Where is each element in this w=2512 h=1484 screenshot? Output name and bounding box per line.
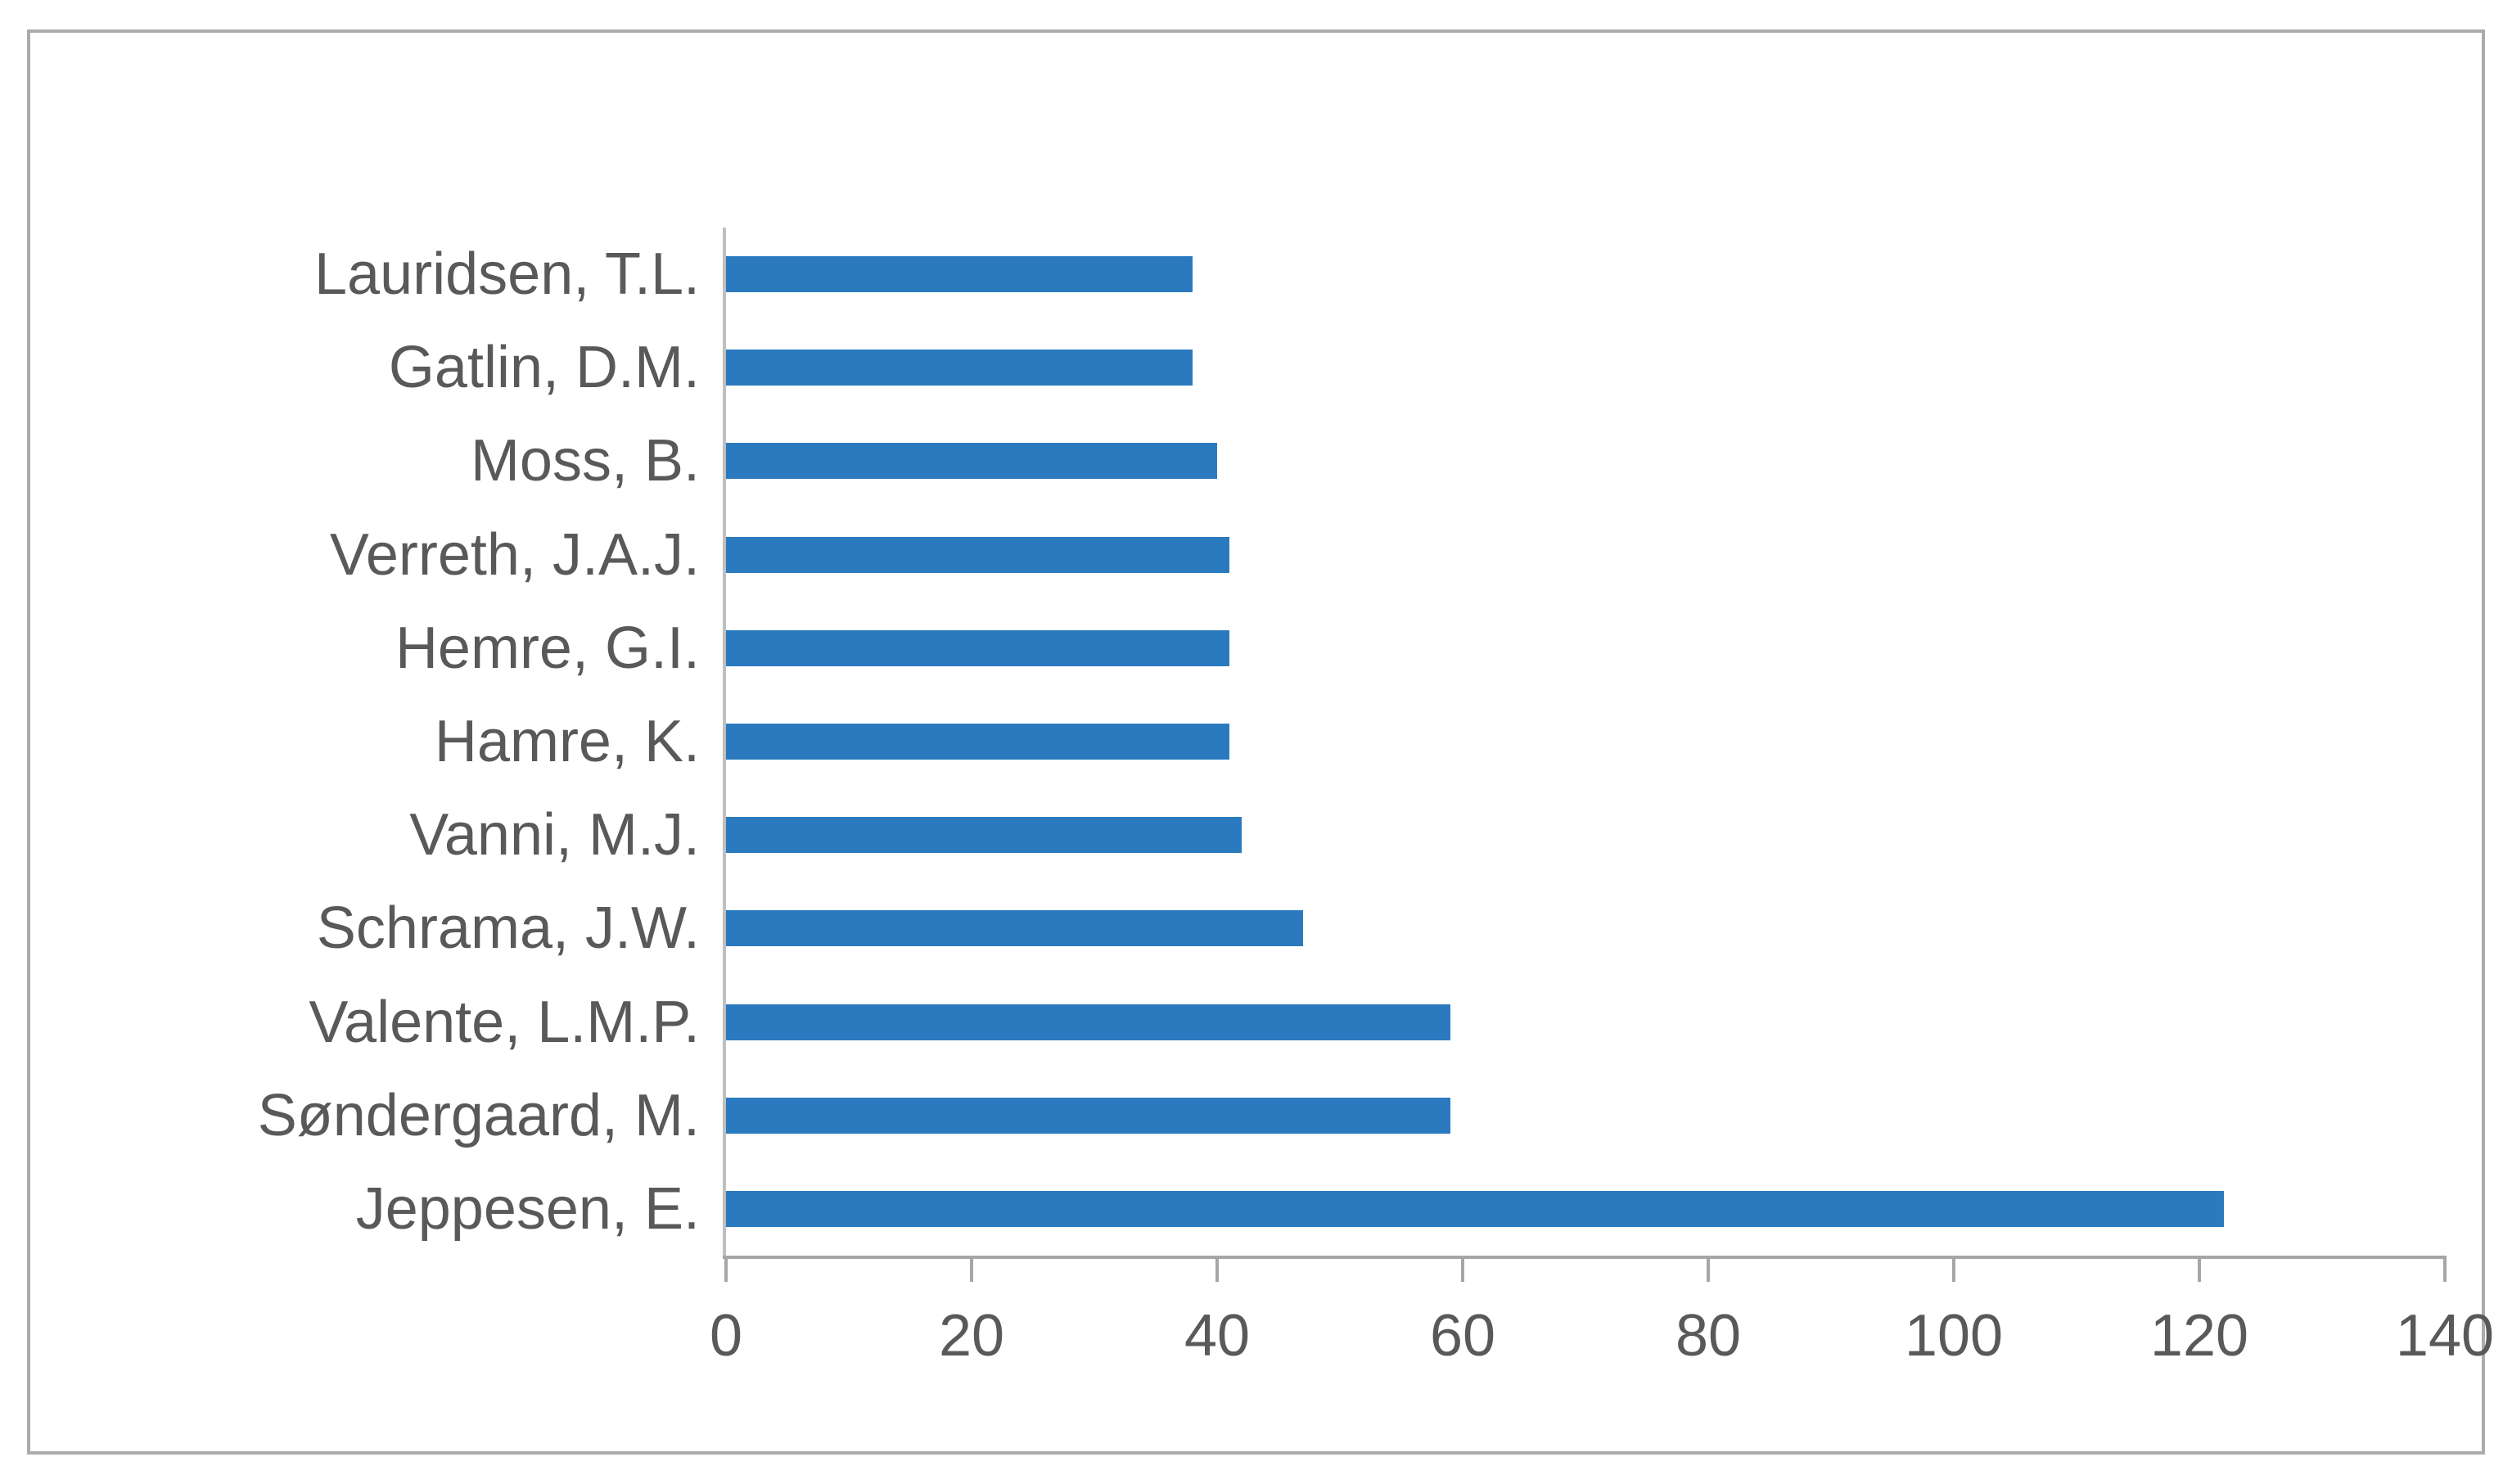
x-axis-tick-label: 60 <box>1429 1303 1496 1369</box>
bar <box>726 910 1303 947</box>
category-label: Vanni, M.J. <box>409 802 700 868</box>
category-label: Verreth, J.A.J. <box>329 521 700 588</box>
category-label: Hamre, K. <box>434 709 700 774</box>
x-axis-tick <box>724 1259 728 1282</box>
x-axis-tick <box>2443 1259 2447 1282</box>
category-label: Lauridsen, T.L. <box>314 241 700 308</box>
plot-area: 0 20 40 60 80 100 120 140 Lauridsen, T.L. Gatlin… <box>258 228 2494 1369</box>
x-axis-tick <box>1952 1259 1955 1282</box>
x-axis-tick <box>1707 1259 1710 1282</box>
x-axis-tick <box>970 1259 973 1282</box>
x-axis-tick-label: 20 <box>938 1303 1005 1369</box>
x-axis-tick-label: 80 <box>1675 1303 1742 1369</box>
bar <box>726 817 1242 854</box>
bar <box>726 443 1217 480</box>
bar <box>726 1004 1450 1040</box>
bar <box>726 536 1229 573</box>
bar <box>726 1097 1450 1134</box>
x-axis-tick <box>2198 1259 2201 1282</box>
x-axis-tick-label: 0 <box>709 1303 743 1369</box>
x-axis-tick-label: 100 <box>1904 1303 2004 1369</box>
category-label: Schrama, J.W. <box>316 895 700 962</box>
category-label: Gatlin, D.M. <box>388 335 700 401</box>
category-label: Moss, B. <box>470 428 700 494</box>
bar <box>726 1190 2224 1227</box>
bar <box>726 724 1229 760</box>
x-axis-tick <box>1461 1259 1464 1282</box>
category-label: Hemre, G.I. <box>395 615 700 681</box>
y-axis-line <box>723 228 726 1259</box>
bar <box>726 256 1193 293</box>
category-label: Jeppesen, E. <box>355 1175 700 1242</box>
x-axis-line <box>723 1256 2447 1259</box>
category-label: Valente, L.M.P. <box>309 989 700 1055</box>
bar <box>726 350 1193 386</box>
x-axis-tick <box>1215 1259 1219 1282</box>
x-axis-tick-label: 120 <box>2149 1303 2249 1369</box>
category-label: Søndergaard, M. <box>257 1082 700 1148</box>
x-axis-tick-label: 140 <box>2395 1303 2495 1369</box>
chart-frame: 0 20 40 60 80 100 120 140 Lauridsen, T.L. Gatlin… <box>27 29 2494 1455</box>
bar <box>726 629 1229 666</box>
x-axis-tick-label: 40 <box>1184 1303 1251 1369</box>
